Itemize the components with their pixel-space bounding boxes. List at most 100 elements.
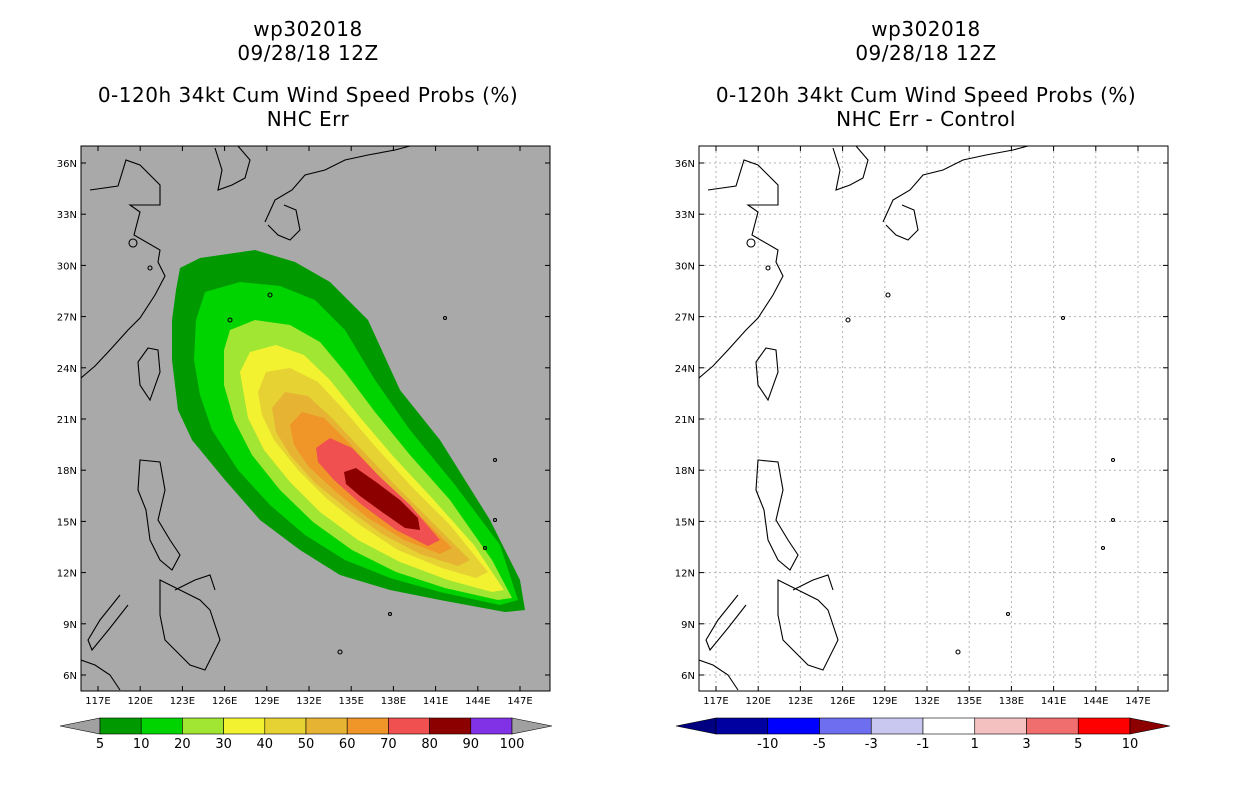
lat-tick-label: 6N [681, 671, 695, 682]
lon-tick-label: 126E [212, 696, 237, 707]
colorbar-under-triangle [675, 717, 717, 735]
left-lat-axis: 36N 33N 30N 27N 24N 21N 18N 15N 12N 9N 6N [57, 159, 77, 682]
lat-tick-label: 24N [675, 364, 695, 375]
lon-tick-label: 144E [1083, 696, 1108, 707]
right-storm-id: wp302018 [871, 17, 981, 41]
lon-tick-label: 129E [254, 696, 279, 707]
lat-tick-label: 18N [675, 466, 695, 477]
lon-tick-label: 132E [914, 696, 939, 707]
left-probability-contours [81, 146, 525, 691]
colorbar-label: 3 [1022, 737, 1030, 752]
colorbar-swatch [1026, 717, 1079, 735]
lat-tick-label: 24N [57, 364, 77, 375]
colorbar-swatch [223, 717, 266, 735]
lon-tick-label: 129E [872, 696, 897, 707]
left-colorbar: 5 10 20 30 40 50 60 70 80 90 100 [59, 717, 553, 752]
colorbar-label: 10 [133, 737, 150, 752]
lon-tick-label: 120E [745, 696, 770, 707]
lon-tick-label: 141E [1041, 696, 1066, 707]
colorbar-swatch [140, 717, 183, 735]
left-product-title: 0-120h 34kt Cum Wind Speed Probs (%) [97, 83, 519, 107]
left-date: 09/28/18 12Z [237, 41, 379, 65]
lat-tick-label: 30N [675, 261, 695, 272]
left-lon-axis: 117E 120E 123E 126E 129E 132E 135E 138E 141E 144E… [85, 696, 532, 707]
colorbar-swatch [182, 717, 224, 735]
lon-tick-label: 147E [507, 696, 532, 707]
prob-band-80 [344, 468, 420, 530]
lat-tick-label: 21N [675, 415, 695, 426]
colorbar-label: -3 [865, 737, 878, 752]
colorbar-label: 90 [463, 737, 480, 752]
lat-tick-label: 9N [63, 620, 77, 631]
lon-tick-label: 126E [830, 696, 855, 707]
colorbar-label: 20 [174, 737, 191, 752]
right-date: 09/28/18 12Z [855, 41, 997, 65]
colorbar-label: 5 [96, 737, 104, 752]
right-map: 36N 33N 30N 27N 24N 21N 18N 15N 12N 9N 6N 117E 120E… [675, 145, 1169, 707]
lat-tick-label: 21N [57, 415, 77, 426]
colorbar-swatch [305, 717, 348, 735]
lat-tick-label: 33N [57, 210, 77, 221]
colorbar-label: 70 [380, 737, 397, 752]
lon-tick-label: 123E [788, 696, 813, 707]
lon-tick-label: 120E [127, 696, 152, 707]
right-lat-axis: 36N 33N 30N 27N 24N 21N 18N 15N 12N 9N 6N [675, 159, 695, 682]
left-subtitle: NHC Err [266, 107, 350, 131]
colorbar-swatch [1077, 717, 1131, 735]
colorbar-label: -10 [757, 737, 778, 752]
left-title-block: wp302018 09/28/18 12Z 0-120h 34kt Cum Wi… [60, 17, 556, 131]
right-title-block: wp302018 09/28/18 12Z 0-120h 34kt Cum Wi… [678, 17, 1174, 131]
right-lon-axis: 117E 120E 123E 126E 129E 132E 135E 138E 141E 144E… [703, 696, 1150, 707]
lon-tick-label: 132E [296, 696, 321, 707]
colorbar-label: 60 [339, 737, 356, 752]
lon-tick-label: 117E [703, 696, 728, 707]
colorbar-swatch [819, 717, 872, 735]
lat-tick-label: 15N [675, 517, 695, 528]
colorbar-label: 1 [971, 737, 979, 752]
lat-tick-label: 27N [675, 313, 695, 324]
left-map: 36N 33N 30N 27N 24N 21N 18N 15N 12N 9N 6N 117E 120E… [57, 145, 551, 707]
colorbar-swatch [346, 717, 389, 735]
colorbar-label: 100 [500, 737, 525, 752]
colorbar-under-triangle [59, 717, 101, 735]
lat-tick-label: 36N [675, 159, 695, 170]
lat-tick-label: 12N [675, 569, 695, 580]
lon-tick-label: 117E [85, 696, 110, 707]
right-subtitle: NHC Err - Control [836, 107, 1016, 131]
colorbar-swatch [99, 717, 142, 735]
lon-tick-label: 138E [381, 696, 406, 707]
lat-tick-label: 27N [57, 313, 77, 324]
left-storm-id: wp302018 [253, 17, 363, 41]
lon-tick-label: 123E [170, 696, 195, 707]
right-colorbar: -10 -5 -3 -1 1 3 5 10 [675, 717, 1171, 752]
lat-tick-label: 30N [57, 261, 77, 272]
right-product-title: 0-120h 34kt Cum Wind Speed Probs (%) [715, 83, 1137, 107]
lat-tick-label: 12N [57, 569, 77, 580]
lon-tick-label: 135E [338, 696, 363, 707]
lat-tick-label: 33N [675, 210, 695, 221]
lon-tick-label: 141E [423, 696, 448, 707]
colorbar-swatch [429, 717, 472, 735]
lat-tick-label: 6N [63, 671, 77, 682]
lon-tick-label: 138E [999, 696, 1024, 707]
colorbar-swatch [870, 717, 924, 735]
lon-tick-label: 135E [956, 696, 981, 707]
colorbar-swatch [715, 717, 769, 735]
colorbar-label: -5 [813, 737, 826, 752]
colorbar-swatch [974, 717, 1027, 735]
colorbar-label: 50 [298, 737, 315, 752]
colorbar-swatch [388, 717, 430, 735]
colorbar-label: 5 [1074, 737, 1082, 752]
lat-tick-label: 9N [681, 620, 695, 631]
colorbar-over-triangle [511, 717, 553, 735]
right-gridlines [699, 146, 1168, 691]
lat-tick-label: 15N [57, 517, 77, 528]
colorbar-label: 40 [257, 737, 274, 752]
colorbar-label: 10 [1122, 737, 1139, 752]
colorbar-swatch [922, 717, 976, 735]
colorbar-over-triangle [1129, 717, 1171, 735]
colorbar-swatch [264, 717, 307, 735]
lon-tick-label: 144E [465, 696, 490, 707]
colorbar-label: -1 [917, 737, 930, 752]
lon-tick-label: 147E [1125, 696, 1150, 707]
